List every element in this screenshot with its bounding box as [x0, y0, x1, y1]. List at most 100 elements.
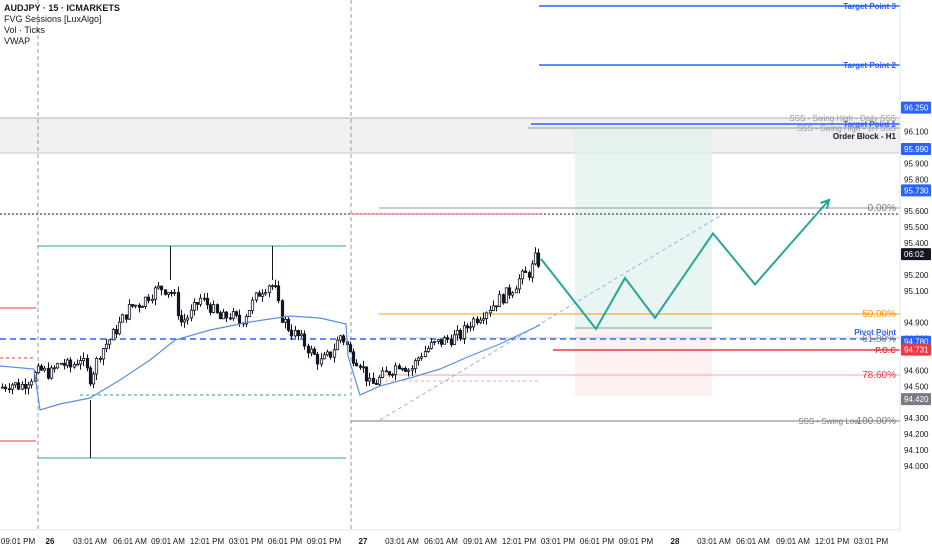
candle-143 [465, 323, 470, 333]
candle-body-158 [514, 288, 519, 294]
candle-body-123 [400, 367, 405, 370]
x-tick-label-12: 09:01 AM [463, 537, 497, 546]
candle-body-49 [159, 285, 164, 291]
candle-body-12 [39, 365, 44, 371]
candle-body-152 [494, 305, 499, 308]
candle-body-159 [517, 278, 522, 290]
candle-body-119 [387, 371, 392, 376]
x-tick-label-11: 06:01 AM [424, 537, 458, 546]
legend-indicator-vwap[interactable]: VWAP [4, 36, 31, 46]
candle-15 [49, 364, 54, 380]
candle-body-120 [390, 374, 395, 376]
candle-body-89 [289, 329, 294, 337]
candle-body-21 [68, 359, 73, 368]
legend-symbol[interactable]: AUDJPY · 15 · ICMARKETS [4, 3, 120, 13]
candle-88 [286, 317, 291, 333]
candle-90 [293, 325, 298, 338]
candle-body-133 [432, 341, 437, 343]
candle-113 [367, 372, 372, 386]
candle-19 [62, 358, 67, 370]
candle-14 [46, 362, 51, 380]
candle-body-145 [471, 318, 476, 328]
candle-body-131 [426, 347, 431, 352]
candle-20 [65, 357, 70, 369]
price-tag-label-6: 94.420 [904, 395, 929, 404]
legend-indicator-fvg[interactable]: FVG Sessions [LuxAlgo] [4, 14, 102, 24]
candle-body-44 [143, 296, 148, 307]
price-tag-label-1: 95.990 [904, 145, 929, 154]
candle-body-11 [36, 365, 41, 374]
candle-body-126 [410, 368, 415, 371]
candle-2 [7, 383, 12, 394]
candle-151 [491, 300, 496, 312]
candle-body-29 [94, 358, 99, 375]
candle-105 [341, 334, 346, 346]
candle-body-165 [536, 252, 541, 267]
candle-body-134 [436, 339, 441, 342]
candle-68 [221, 308, 226, 320]
candle-61 [198, 294, 203, 307]
candle-body-91 [296, 330, 301, 337]
long-stop-zone [575, 330, 712, 396]
price-tag-bg-5 [901, 343, 931, 356]
y-tick-label-10: 94.600 [904, 366, 929, 375]
candle-31 [101, 347, 106, 366]
candle-body-139 [452, 334, 457, 345]
candle-body-101 [328, 351, 333, 358]
candle-body-47 [153, 287, 158, 300]
candle-75 [244, 314, 249, 328]
candle-134 [436, 339, 441, 345]
candle-body-1 [3, 386, 8, 390]
candle-28 [91, 371, 96, 389]
annotation-target-2: Target Point 2 [843, 61, 896, 70]
candle-93 [302, 330, 307, 350]
candle-47 [153, 285, 158, 306]
candle-body-160 [520, 270, 525, 280]
candle-body-39 [127, 304, 132, 320]
candle-body-23 [75, 363, 80, 366]
candle-29 [94, 356, 99, 380]
candle-32 [104, 338, 109, 353]
y-axis-ticks: 96.100 95.900 95.800 95.600 95.500 95.400 95.2… [904, 128, 929, 472]
candle-72 [234, 310, 239, 318]
candle-body-110 [358, 365, 363, 368]
candle-body-16 [52, 367, 57, 370]
candle-body-124 [403, 367, 408, 372]
candle-76 [247, 310, 252, 318]
candle-body-42 [137, 304, 142, 308]
candle-body-102 [332, 349, 337, 358]
candle-123 [400, 367, 405, 371]
candle-body-43 [140, 306, 145, 308]
x-tick-label-21: 12:01 PM [815, 537, 850, 546]
candle-84 [273, 279, 278, 289]
candle-129 [419, 352, 424, 361]
candle-62 [202, 293, 207, 302]
price-tag-label-5: 94.731 [904, 346, 929, 355]
candle-9 [29, 378, 34, 389]
candle-142 [462, 321, 467, 345]
price-tag-label-2: 95.730 [904, 186, 929, 195]
candle-body-143 [465, 325, 470, 329]
legend-indicator-vol[interactable]: Vol · Ticks [4, 25, 46, 35]
candle-body-15 [49, 367, 54, 379]
annotation-fib-618: 61.80% [862, 334, 896, 345]
candle-145 [471, 316, 476, 331]
annotation-fib-786: 78.60% [862, 370, 896, 381]
candle-body-55 [179, 315, 184, 323]
candle-0 [0, 383, 5, 389]
candle-body-8 [26, 384, 31, 389]
candle-body-4 [13, 382, 18, 386]
candle-body-109 [354, 362, 359, 367]
candle-body-86 [280, 300, 285, 323]
x-tick-label-19: 06:01 AM [736, 537, 770, 546]
annotation-fib-50: 50.00% [862, 309, 896, 320]
annotation-pivot: Pivot Point [854, 328, 896, 337]
candle-body-22 [72, 364, 77, 368]
candle-148 [481, 312, 486, 325]
candle-63 [205, 292, 210, 310]
candle-body-163 [530, 263, 535, 278]
candle-86 [280, 299, 285, 324]
